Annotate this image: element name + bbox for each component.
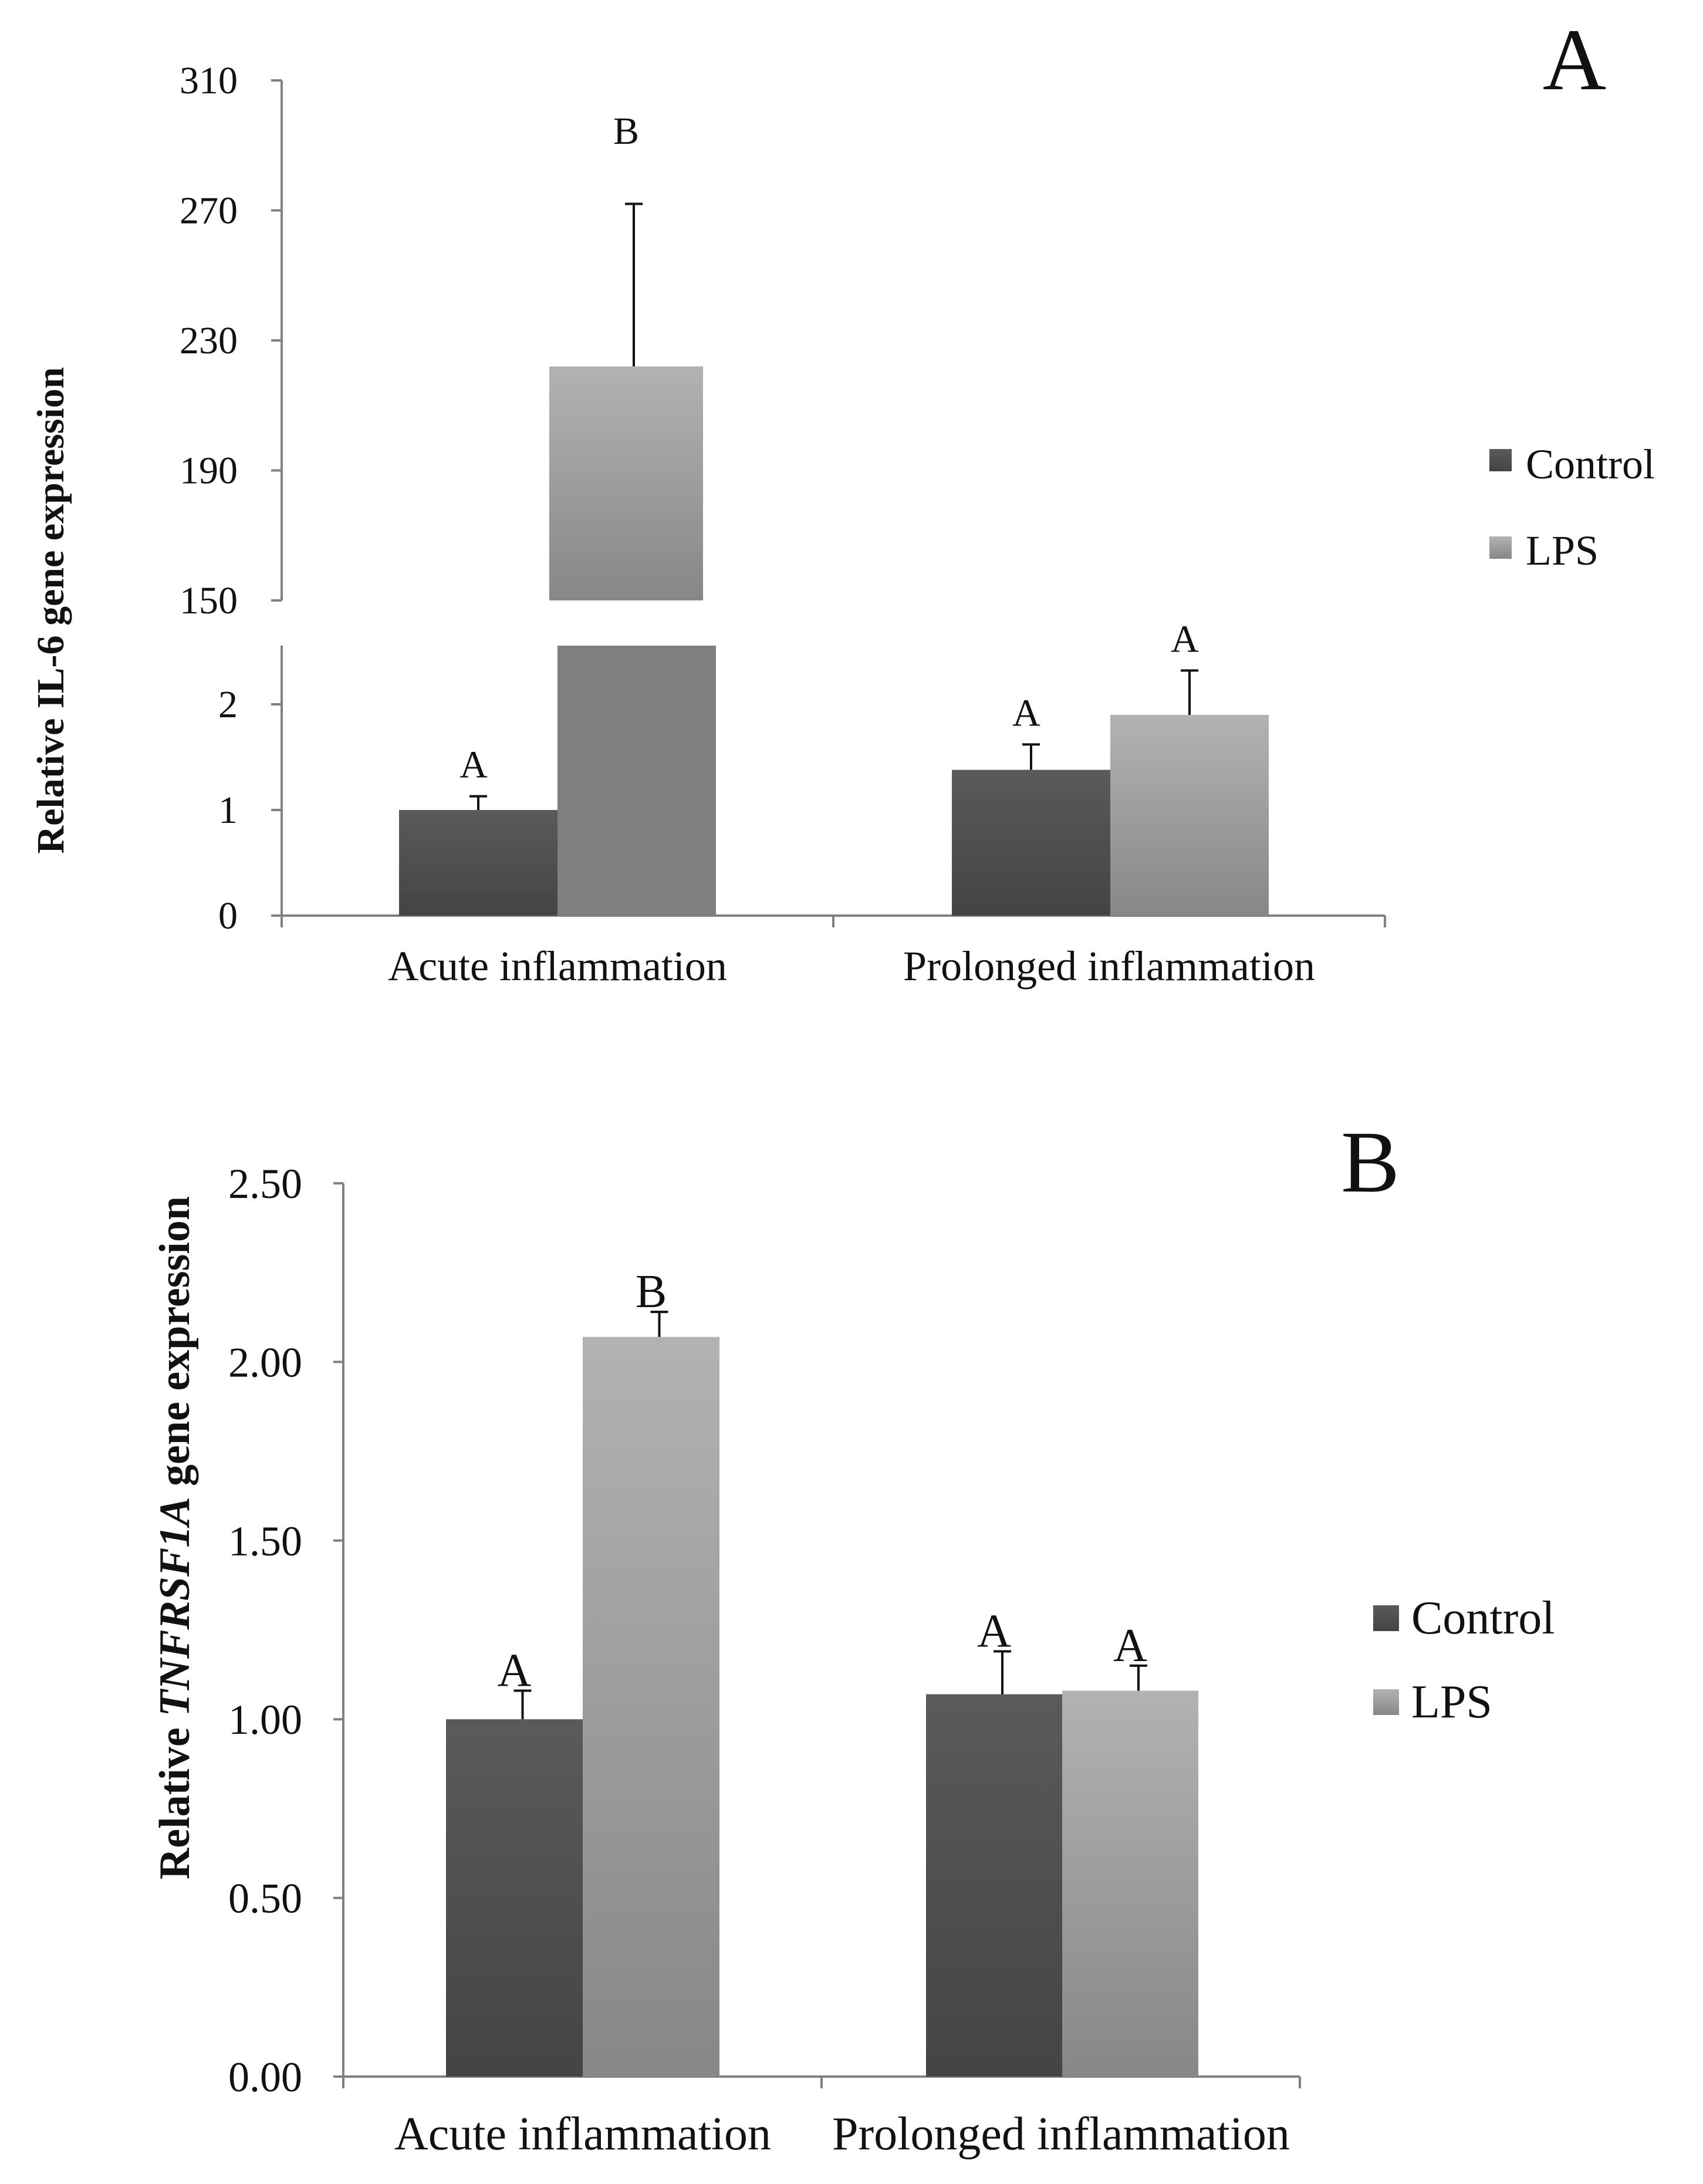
bar-lps-prolonged-error-bar — [1130, 1664, 1147, 1691]
bar-control-acute — [446, 1719, 583, 2077]
bar-control-acute — [399, 810, 557, 916]
significance-letter: A — [498, 1645, 532, 1696]
bar-control-acute-error-bar — [469, 795, 487, 810]
bar-lps-acute-error-bar — [650, 1311, 668, 1337]
significance-letter: A — [977, 1606, 1011, 1658]
panel-a-category-label: Prolonged inflammation — [903, 943, 1315, 990]
legend-label-lps: LPS — [1526, 527, 1599, 574]
panel-b-y-tick-label: 2.00 — [228, 1339, 302, 1386]
legend-label-lps: LPS — [1411, 1676, 1492, 1728]
bar-lps-prolonged — [1110, 715, 1269, 916]
legend-label-control: Control — [1411, 1592, 1555, 1644]
panel-b-label: B — [1341, 1113, 1400, 1211]
bar-lps-acute — [583, 1336, 719, 2077]
panel-b-ylabel-gene: TNFRSF1A — [151, 1497, 199, 1716]
bar-lps-acute-error-bar — [625, 202, 643, 367]
bar-lps-acute-upper — [549, 366, 703, 600]
significance-letter: A — [1012, 691, 1040, 734]
significance-letter: B — [636, 1266, 667, 1318]
panel-b-ylabel: Relative TNFRSF1A gene expression — [151, 1196, 199, 1879]
legend-swatch-lps — [1373, 1689, 1399, 1715]
bar-lps-prolonged — [1062, 1690, 1198, 2077]
legend-swatch-lps — [1489, 536, 1512, 559]
significance-letter: A — [1113, 1620, 1147, 1672]
panel-b-y-tick-label: 2.50 — [228, 1160, 302, 1207]
panel-a-lower-y-ticks: 0 1 2 — [218, 683, 282, 937]
panel-a-significance-letters: A A B A — [459, 110, 1199, 786]
bar-control-prolonged — [926, 1694, 1062, 2077]
bar-lps-acute-lower — [557, 646, 716, 916]
panel-b-ylabel-prefix: Relative — [151, 1717, 199, 1879]
panel-b-error-bars — [513, 1311, 1147, 1720]
panel-b-category-label: Prolonged inflammation — [832, 2108, 1290, 2160]
panel-a-lower-y-tick-label: 1 — [218, 789, 238, 832]
significance-letter: A — [1171, 617, 1199, 660]
panel-a-ylabel: Relative IL-6 gene expression — [29, 367, 72, 853]
panel-a-lower-y-tick-label: 0 — [218, 894, 238, 937]
panel-b-y-tick-label: 1.00 — [228, 1696, 302, 1743]
bar-control-acute-error-bar — [513, 1689, 532, 1720]
panel-b-y-ticks: 0.00 0.50 1.00 1.50 2.00 2.50 — [228, 1160, 343, 2101]
legend-swatch-control — [1489, 449, 1512, 471]
panel-b-bars — [446, 1336, 1198, 2077]
bar-control-prolonged — [952, 769, 1110, 916]
panel-b-ylabel-suffix: gene expression — [151, 1196, 199, 1497]
legend-label-control: Control — [1526, 441, 1655, 488]
significance-letter: A — [459, 744, 488, 786]
panel-a-label: A — [1543, 11, 1606, 109]
bar-control-prolonged-error-bar — [994, 1650, 1011, 1694]
legend-swatch-control — [1373, 1605, 1399, 1631]
panel-a-upper-y-tick-label: 310 — [180, 59, 238, 102]
significance-letter: B — [613, 110, 639, 153]
panel-a-upper-y-tick-label: 150 — [180, 579, 238, 622]
panel-b-y-tick-label: 0.00 — [228, 2054, 302, 2101]
panel-b: B Relative TNFRSF1A gene expression 0.00… — [151, 1113, 1555, 2160]
panel-b-y-tick-label: 0.50 — [228, 1875, 302, 1922]
panel-b-y-tick-label: 1.50 — [228, 1518, 302, 1565]
panel-a-upper-y-tick-label: 190 — [180, 450, 238, 492]
panel-a-error-bars — [469, 202, 1198, 810]
panel-b-legend: Control LPS — [1373, 1592, 1555, 1728]
panel-a-upper-y-ticks: 150 190 230 270 310 — [180, 59, 282, 622]
panel-b-significance-letters: A A B A — [498, 1266, 1148, 1696]
panel-a: A Relative IL-6 gene expression 15019023… — [29, 11, 1655, 990]
panel-a-upper-y-tick-label: 270 — [180, 190, 238, 232]
panel-a-upper-y-tick-label: 230 — [180, 319, 238, 362]
panel-a-lower-y-tick-label: 2 — [218, 683, 238, 726]
panel-a-category-label: Acute inflammation — [388, 943, 727, 990]
panel-a-bars — [399, 366, 1269, 916]
panel-a-legend: Control LPS — [1489, 441, 1655, 574]
bar-control-prolonged-error-bar — [1022, 743, 1040, 770]
panel-b-category-label: Acute inflammation — [394, 2108, 771, 2160]
bar-lps-prolonged-error-bar — [1181, 669, 1198, 715]
